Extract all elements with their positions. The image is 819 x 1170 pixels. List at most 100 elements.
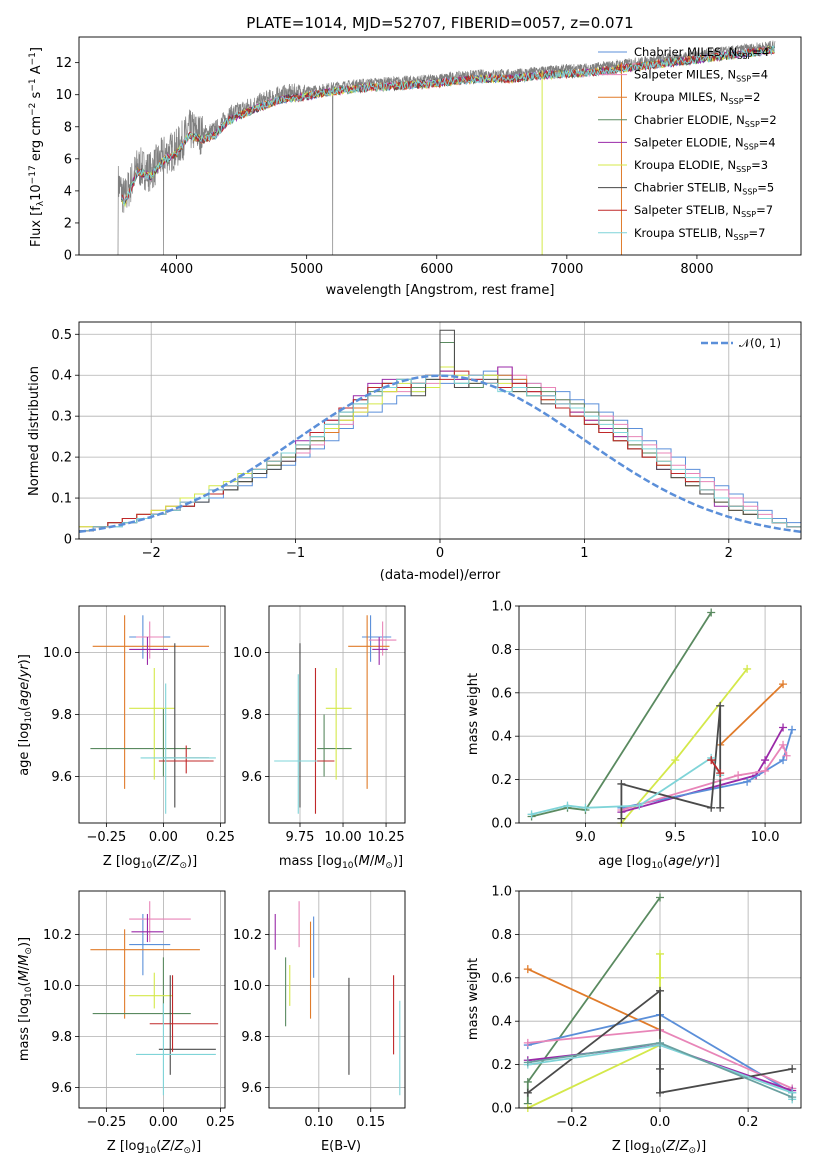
- residual-histogram: [79, 374, 801, 532]
- y-tick-label: 10: [55, 88, 72, 103]
- plus-marker: [656, 1064, 664, 1073]
- x-tick-label: 1: [580, 546, 588, 561]
- mass-weight-line: [531, 612, 712, 818]
- x-tick-label: 9.5: [665, 830, 686, 845]
- y-tick-label: 10.0: [43, 646, 72, 661]
- y-tick-label: 2: [64, 216, 72, 231]
- x-tick-label: 9.0: [575, 830, 596, 845]
- age-vs-Z-ylabel: age [log10(age/yr)]: [17, 654, 34, 776]
- y-tick-label: 9.8: [51, 1030, 72, 1045]
- massweight-vs-age-ylabel: mass weight: [466, 673, 481, 755]
- y-tick-label: 0: [64, 249, 72, 264]
- plus-marker: [734, 771, 743, 780]
- legend-entry: Salpeter ELODIE, NSSP=4: [634, 135, 776, 151]
- y-tick-label: 0.2: [491, 773, 512, 788]
- residuals-legend: 𝒩(0, 1): [701, 336, 781, 350]
- plot-frame: [78, 605, 226, 824]
- plus-marker: [779, 680, 788, 689]
- plus-marker: [635, 801, 644, 810]
- plus-marker: [581, 803, 590, 812]
- age-vs-mass-panel: 9.75 10.00 10.25 9.6 9.8 10.0 mass [log10(M/M…: [233, 605, 406, 871]
- plus-marker: [617, 779, 626, 788]
- y-tick-label: 9.6: [241, 1081, 262, 1096]
- plus-marker: [707, 803, 716, 812]
- x-tick-label: 2: [725, 546, 733, 561]
- mass-vs-ebv-panel: 0.10 0.15 9.6 9.8 10.0 10.2 E(B-V): [233, 890, 406, 1154]
- y-tick-label: 9.8: [51, 708, 72, 723]
- y-tick-label: 10.0: [233, 979, 262, 994]
- massweight-vs-age-panel: 9.0 9.5 10.0 0.0 0.2 0.4 0.6 0.8 1.0 age [log10(…: [466, 600, 802, 871]
- plus-marker: [563, 801, 572, 810]
- plot-frame: [518, 605, 802, 824]
- y-tick-label: 12: [55, 56, 72, 71]
- plot-frame: [78, 321, 802, 540]
- x-tick-label: 8000: [680, 262, 713, 277]
- y-tick-label: 6: [64, 152, 72, 167]
- y-tick-label: 0.2: [491, 1058, 512, 1073]
- y-tick-label: 0.3: [51, 410, 72, 425]
- y-tick-label: 9.8: [241, 1030, 262, 1045]
- mass-vs-Z-xlabel: Z [log10(Z/Z⊙)]: [107, 1139, 201, 1156]
- y-tick-label: 0.8: [491, 643, 512, 658]
- spectrum-ylabel: Flux [fλ10−17 erg cm−2 s−1 A−1]: [28, 47, 46, 247]
- y-tick-label: 0.1: [51, 492, 72, 507]
- normal-legend-label: 𝒩(0, 1): [739, 336, 781, 350]
- x-tick-label: 10.25: [367, 830, 404, 845]
- mass-vs-Z-panel: −0.25 0.00 0.25 9.6 9.8 10.0 10.2 Z [log10(Z/Z…: [17, 890, 235, 1156]
- age-vs-mass-xlabel: mass [log10(M/M⊙)]: [279, 854, 403, 871]
- plot-frame: [518, 890, 802, 1109]
- plus-marker: [523, 965, 532, 974]
- model-spectrum-line: [121, 45, 775, 206]
- x-tick-label: 10.0: [751, 830, 780, 845]
- mass-vs-Z-ylabel: mass [log10(M/M⊙)]: [17, 937, 34, 1061]
- plus-marker: [716, 769, 725, 778]
- plus-marker: [788, 1064, 797, 1073]
- y-tick-label: 9.6: [51, 770, 72, 785]
- mass-weight-line: [527, 968, 661, 1031]
- plus-marker: [707, 608, 716, 617]
- spectrum-xlabel: wavelength [Angstrom, rest frame]: [326, 283, 555, 298]
- residuals-panel: −2 −1 0 1 2 0 0.1 0.2 0.3 0.4 0.5 (data-model)/err…: [27, 321, 802, 583]
- y-tick-label: 4: [64, 184, 72, 199]
- x-tick-label: 6000: [420, 262, 453, 277]
- mass-weight-line: [719, 683, 784, 746]
- plus-marker: [779, 756, 788, 765]
- x-tick-label: −0.25: [86, 1115, 126, 1130]
- plot-frame: [268, 605, 406, 824]
- x-tick-label: −0.2: [556, 1115, 588, 1130]
- x-tick-label: 0: [436, 546, 444, 561]
- massweight-vs-Z-xlabel: Z [log10(Z/Z⊙)]: [612, 1139, 706, 1156]
- plus-marker: [761, 756, 770, 765]
- mass-weight-line: [526, 896, 661, 1104]
- x-tick-label: 0.0: [650, 1115, 671, 1130]
- plot-frame: [78, 890, 226, 1109]
- x-tick-label: −1: [286, 546, 305, 561]
- normal-distribution-curve: [78, 374, 802, 534]
- y-tick-label: 0.6: [491, 686, 512, 701]
- x-tick-label: −0.25: [86, 830, 126, 845]
- residuals-ylabel: Normed distribution: [27, 366, 42, 496]
- y-tick-label: 0.4: [491, 1015, 512, 1030]
- x-tick-label: 10.00: [324, 830, 361, 845]
- legend-entry: Chabrier MILES, NSSP=4: [634, 45, 769, 61]
- plus-marker: [523, 1088, 532, 1097]
- plus-marker: [743, 664, 752, 673]
- legend-entry: Chabrier ELODIE, NSSP=2: [634, 113, 777, 129]
- y-tick-label: 9.8: [241, 708, 262, 723]
- y-tick-label: 10.0: [233, 646, 262, 661]
- legend-entry: Salpeter MILES, NSSP=4: [634, 68, 768, 84]
- massweight-vs-Z-ylabel: mass weight: [466, 958, 481, 1040]
- legend-entry: Kroupa ELODIE, NSSP=3: [634, 158, 768, 174]
- y-tick-label: 8: [64, 120, 72, 135]
- plus-marker: [656, 893, 664, 902]
- spectrum-title: PLATE=1014, MJD=52707, FIBERID=0057, z=0…: [246, 14, 633, 32]
- plus-marker: [656, 986, 664, 995]
- y-tick-label: 0.4: [491, 730, 512, 745]
- plus-marker: [782, 751, 791, 760]
- y-tick-label: 1.0: [491, 600, 512, 615]
- y-tick-label: 9.6: [51, 1081, 72, 1096]
- plus-marker: [527, 810, 536, 819]
- plus-marker: [788, 725, 797, 734]
- plot-frame: [268, 890, 406, 1109]
- plus-marker: [656, 1088, 664, 1097]
